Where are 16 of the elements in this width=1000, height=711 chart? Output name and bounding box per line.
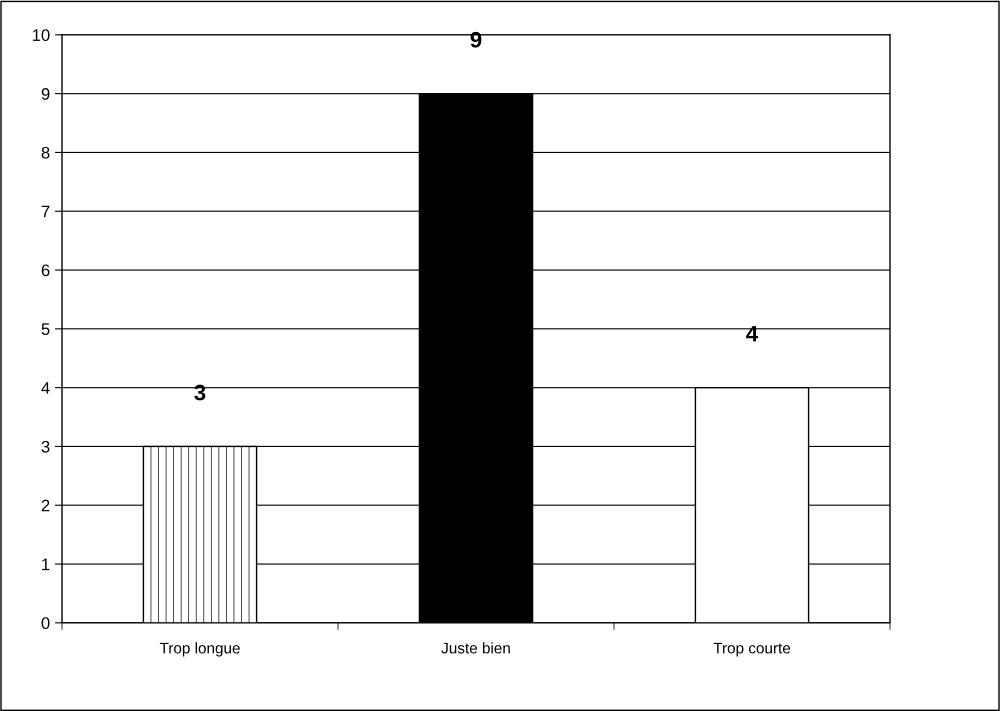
y-tick-label: 9 xyxy=(42,88,50,100)
y-tick-label: 3 xyxy=(42,440,50,453)
x-tick-label: Trop courte xyxy=(714,642,790,657)
y-tick-label: 5 xyxy=(42,323,50,336)
y-tick-label: 4 xyxy=(41,382,50,394)
y-tick-label: 10 xyxy=(32,29,50,42)
y-tick-label: 8 xyxy=(42,146,50,159)
y-tick-label: 7 xyxy=(42,206,50,218)
y-tick-label: 0 xyxy=(42,617,50,630)
data-label: 3 xyxy=(194,384,206,400)
y-tick-label: 1 xyxy=(42,558,50,570)
x-tick-label: Trop longue xyxy=(160,642,240,657)
y-tick-label: 2 xyxy=(42,500,50,512)
y-tick-label: 6 xyxy=(42,264,50,276)
data-label: 4 xyxy=(746,326,758,342)
x-tick-label: Juste bien xyxy=(441,642,510,654)
